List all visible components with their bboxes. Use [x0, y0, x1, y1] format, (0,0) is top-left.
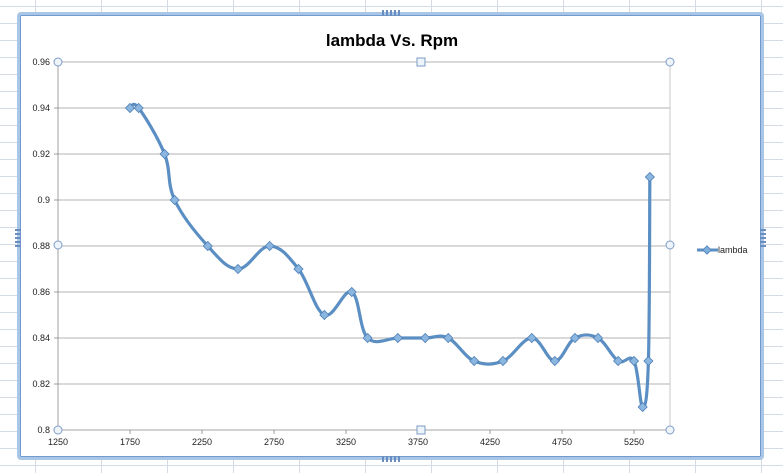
data-point-marker	[169, 194, 180, 206]
left-resize-handle[interactable]	[15, 229, 21, 247]
data-point-marker	[569, 332, 581, 344]
data-point-marker	[232, 263, 244, 275]
x-tick-label: 1750	[120, 437, 140, 447]
data-point-marker	[644, 171, 655, 183]
top-resize-handle[interactable]	[382, 10, 400, 16]
x-tick-label: 5250	[624, 437, 644, 447]
y-tick-label: 0.92	[32, 149, 50, 159]
data-point-marker	[497, 355, 509, 367]
x-tick-label: 4750	[552, 437, 572, 447]
x-tick-label: 2750	[264, 437, 284, 447]
gridlines	[58, 61, 670, 431]
plot-resize-handle[interactable]	[53, 240, 63, 250]
x-tick-label: 3250	[336, 437, 356, 447]
right-resize-handle[interactable]	[760, 229, 766, 247]
y-tick-label: 0.82	[32, 379, 50, 389]
data-point-marker	[392, 332, 403, 344]
data-point-marker	[202, 240, 213, 252]
plot-area-handles[interactable]	[53, 57, 675, 435]
data-point-marker	[643, 355, 654, 367]
data-point-marker	[526, 332, 537, 344]
axes: 0.8 0.82 0.84 0.86 0.88 0.9 0.92 0.94 0.96 1250 17…	[32, 57, 671, 447]
y-tick-label: 0.88	[32, 241, 50, 251]
plot-resize-handle[interactable]	[416, 57, 426, 67]
data-point-marker	[628, 355, 640, 367]
data-point-marker	[469, 355, 480, 367]
data-point-marker	[362, 332, 373, 344]
series-line-lambda	[128, 102, 652, 409]
y-tick-label: 0.94	[32, 103, 50, 113]
plot-resize-handle[interactable]	[665, 240, 675, 250]
chart-title: lambda Vs. Rpm	[326, 31, 458, 50]
data-point-marker	[443, 332, 454, 344]
data-point-marker	[592, 332, 604, 344]
x-tick-label: 2250	[192, 437, 212, 447]
y-tick-label: 0.96	[32, 57, 50, 67]
data-point-marker	[613, 355, 624, 367]
y-tick-label: 0.84	[32, 333, 50, 343]
legend-swatch-marker	[702, 245, 712, 255]
y-tick-label: 0.8	[37, 425, 50, 435]
series-lambda	[124, 102, 655, 413]
x-tick-label: 3750	[408, 437, 428, 447]
x-tick-label: 4250	[480, 437, 500, 447]
plot-resize-handle[interactable]	[53, 425, 63, 435]
plot-resize-handle[interactable]	[665, 425, 675, 435]
y-tick-label: 0.86	[32, 287, 50, 297]
data-point-marker	[264, 240, 275, 252]
data-point-marker	[549, 355, 560, 367]
plot-resize-handle[interactable]	[53, 57, 63, 67]
plot-resize-handle[interactable]	[665, 57, 675, 67]
data-point-marker	[420, 332, 431, 344]
data-point-marker	[637, 401, 648, 413]
data-point-marker	[293, 263, 304, 275]
data-point-marker	[346, 286, 357, 298]
bottom-resize-handle[interactable]	[382, 456, 400, 462]
data-point-marker	[124, 102, 136, 114]
plot-resize-handle[interactable]	[416, 425, 426, 435]
legend-label-lambda: lambda	[718, 245, 748, 255]
data-point-marker	[159, 148, 170, 160]
data-point-marker	[319, 309, 330, 321]
legend[interactable]: lambda	[697, 245, 748, 255]
data-point-marker	[133, 102, 144, 114]
x-tick-label: 1250	[48, 437, 68, 447]
y-tick-label: 0.9	[37, 195, 50, 205]
